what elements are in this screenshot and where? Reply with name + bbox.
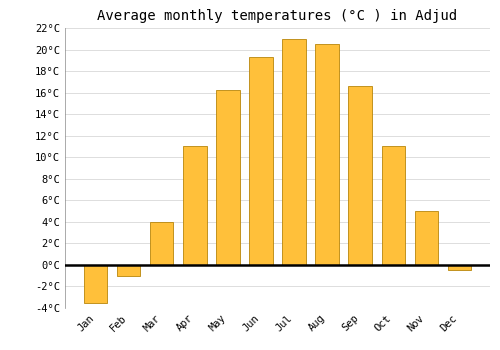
Bar (316, 44, 338, 265)
Bar (348, 86, 372, 265)
Bar (184, 146, 206, 265)
Bar (150, 222, 174, 265)
Bar (414, 211, 438, 265)
Bar (282, 39, 306, 265)
Bar (448, 265, 470, 270)
Bar (382, 146, 404, 265)
Title: Average monthly temperatures (°C ) in Adjud: Average monthly temperatures (°C ) in Ad… (98, 9, 458, 23)
Bar (84, 265, 108, 303)
Bar (250, 57, 272, 265)
Bar (216, 90, 240, 265)
Bar (118, 265, 141, 276)
